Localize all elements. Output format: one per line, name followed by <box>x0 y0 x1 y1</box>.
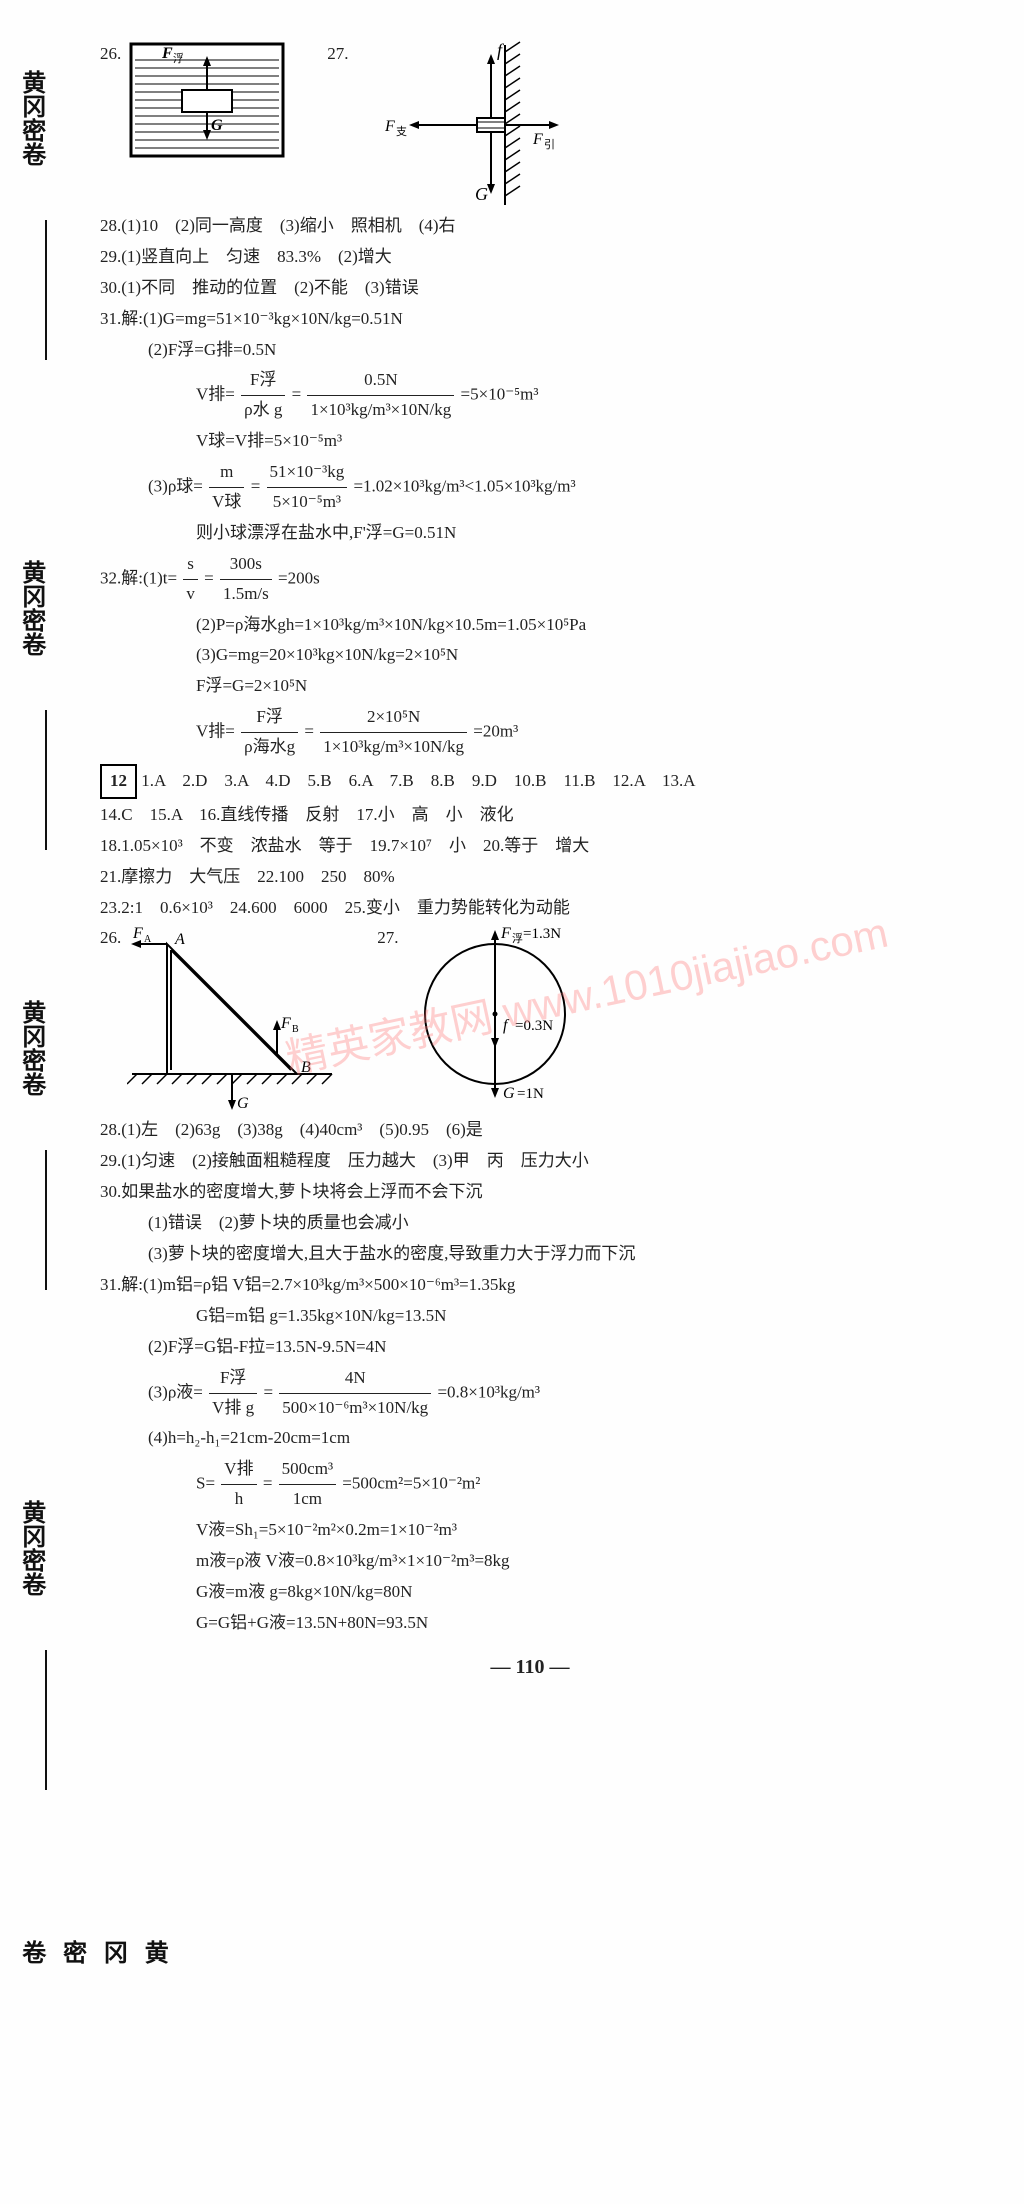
q31b-4: (4)h=h₂-h₁=21cm-20cm=1cm <box>148 1424 960 1453</box>
q31b-1: 31.解:(1)m铝=ρ铝 V铝=2.7×10³kg/m³×500×10⁻⁶m³… <box>100 1271 960 1300</box>
q26-label: 26. <box>100 40 121 69</box>
svg-text:A: A <box>144 934 152 945</box>
q31b-3: (3)ρ液= F浮V排 g = 4N500×10⁻⁶m³×10N/kg =0.8… <box>148 1364 960 1423</box>
q26b-label: 26. <box>100 924 121 953</box>
side-label-3: 黄冈密卷 <box>10 1000 51 1096</box>
q32-2: (2)P=ρ海水gh=1×10³kg/m³×10N/kg×10.5m=1.05×… <box>196 611 960 640</box>
page-number: — 110 — <box>100 1650 960 1684</box>
q28: 28.(1)10 (2)同一高度 (3)缩小 照相机 (4)右 <box>100 212 960 241</box>
diagram-26b-triangle: A B FA G FB <box>127 924 337 1114</box>
test12-row1: 12 1.A 2.D 3.A 4.D 5.B 6.A 7.B 8.B 9.D 1… <box>100 764 960 799</box>
q31b-mye: m液=ρ液 V液=0.8×10³kg/m³×1×10⁻²m³=8kg <box>196 1547 960 1576</box>
q31b-Gtot: G=G铝+G液=13.5N+80N=93.5N <box>196 1609 960 1638</box>
svg-text:B: B <box>292 1024 299 1035</box>
side-label-2: 黄冈密卷 <box>10 560 51 656</box>
svg-text:f: f <box>497 40 505 60</box>
test12-box: 12 <box>100 764 137 799</box>
q29b: 29.(1)匀速 (2)接触面粗糙程度 压力越大 (3)甲 丙 压力大小 <box>100 1147 960 1176</box>
svg-text:F: F <box>161 45 173 62</box>
t12-14: 14.C 15.A 16.直线传播 反射 17.小 高 小 液化 <box>100 801 960 830</box>
q30b: 30.如果盐水的密度增大,萝卜块将会上浮而不会下沉 <box>100 1178 960 1207</box>
svg-text:=0.3N: =0.3N <box>515 1018 553 1034</box>
q27b-label: 27. <box>377 924 398 953</box>
q31b-Vye: V液=Sh₁=5×10⁻²m²×0.2m=1×10⁻²m³ <box>196 1516 960 1545</box>
t12-23: 23.2:1 0.6×10³ 24.600 6000 25.变小 重力势能转化为… <box>100 894 960 923</box>
side-label-4: 黄冈密卷 <box>10 1500 51 1596</box>
svg-text:=1N: =1N <box>517 1086 544 1102</box>
q31-V: V排= F浮ρ水 g = 0.5N1×10³kg/m³×10N/kg =5×10… <box>196 366 960 425</box>
svg-text:浮: 浮 <box>512 932 523 945</box>
diagram-27-wall-forces: f G F支 F引 <box>355 40 565 210</box>
q32-1: 32.解:(1)t= sv = 300s1.5m/s =200s <box>100 550 960 609</box>
q28b: 28.(1)左 (2)63g (3)38g (4)40cm³ (5)0.95 (… <box>100 1116 960 1145</box>
svg-text:支: 支 <box>396 125 407 138</box>
svg-text:G: G <box>211 117 223 134</box>
q31b-G: G铝=m铝 g=1.35kg×10N/kg=13.5N <box>196 1302 960 1331</box>
q31-3: (3)ρ球= mV球 = 51×10⁻³kg5×10⁻⁵m³ =1.02×10³… <box>148 458 960 517</box>
svg-text:引: 引 <box>544 137 555 151</box>
svg-text:F: F <box>500 925 511 942</box>
q31-last: 则小球漂浮在盐水中,F'浮=G=0.51N <box>196 519 960 548</box>
svg-text:F: F <box>384 118 395 135</box>
svg-text:G: G <box>503 1085 515 1102</box>
q32-3: (3)G=mg=20×10³kg×10N/kg=2×10⁵N <box>196 641 960 670</box>
q30b-3: (3)萝卜块的密度增大,且大于盐水的密度,导致重力大于浮力而下沉 <box>148 1240 960 1269</box>
q31b-Gye: G液=m液 g=8kg×10N/kg=80N <box>196 1578 960 1607</box>
side-sep-2 <box>45 710 47 850</box>
svg-text:f: f <box>503 1017 510 1034</box>
svg-text:G: G <box>475 184 488 204</box>
q29: 29.(1)竖直向上 匀速 83.3% (2)增大 <box>100 243 960 272</box>
svg-text:浮: 浮 <box>173 52 184 65</box>
q27-label: 27. <box>327 40 348 69</box>
diagram-26-buoyancy: F浮 G <box>127 40 287 160</box>
t12-21: 21.摩擦力 大气压 22.100 250 80% <box>100 863 960 892</box>
q31b-S: S= V排h = 500cm³1cm =500cm²=5×10⁻²m² <box>196 1455 960 1514</box>
side-label-5: 黄冈密卷 <box>10 1940 173 1964</box>
q30: 30.(1)不同 推动的位置 (2)不能 (3)错误 <box>100 274 960 303</box>
svg-text:F: F <box>132 925 143 942</box>
side-sep-3 <box>45 1150 47 1290</box>
q31-Vball: V球=V排=5×10⁻⁵m³ <box>196 427 960 456</box>
svg-text:B: B <box>301 1059 311 1076</box>
q30b-1: (1)错误 (2)萝卜块的质量也会减小 <box>148 1209 960 1238</box>
t12-18: 18.1.05×10³ 不变 浓盐水 等于 19.7×10⁷ 小 20.等于 增… <box>100 832 960 861</box>
side-label-1: 黄冈密卷 <box>10 70 51 166</box>
q31b-2: (2)F浮=G铝-F拉=13.5N-9.5N=4N <box>148 1333 960 1362</box>
q31-2: (2)F浮=G排=0.5N <box>148 336 960 365</box>
diagram-27b-sphere: F浮 =1.3N f =0.3N G =1N <box>405 924 635 1114</box>
svg-text:F: F <box>280 1015 291 1032</box>
q32-Ff: F浮=G=2×10⁵N <box>196 672 960 701</box>
side-sep-4 <box>45 1650 47 1790</box>
side-sep-1 <box>45 220 47 360</box>
svg-text:G: G <box>237 1095 249 1112</box>
svg-text:F: F <box>532 131 543 148</box>
q32-V: V排= F浮ρ海水g = 2×10⁵N1×10³kg/m³×10N/kg =20… <box>196 703 960 762</box>
svg-text:=1.3N: =1.3N <box>523 926 561 942</box>
svg-text:A: A <box>174 931 185 948</box>
q31-1: 31.解:(1)G=mg=51×10⁻³kg×10N/kg=0.51N <box>100 305 960 334</box>
